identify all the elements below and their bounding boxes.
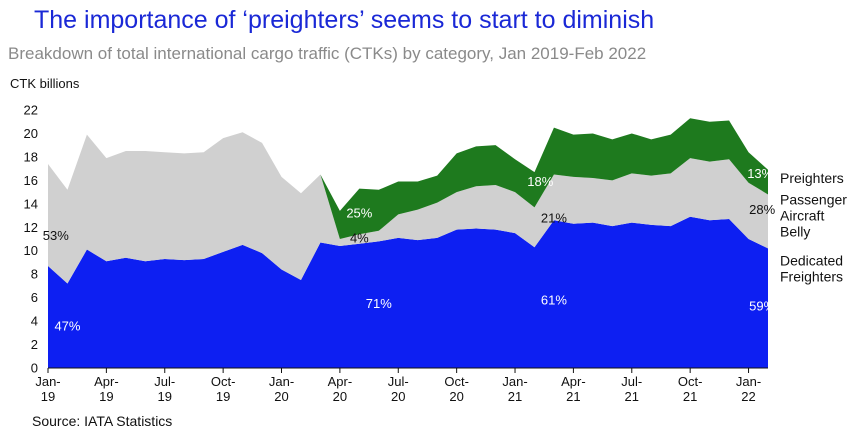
pct-label-preighters: 13% xyxy=(747,166,773,181)
x-tick-label: Jul-20 xyxy=(388,374,409,404)
x-tick-label: Apr-19 xyxy=(94,374,119,404)
y-tick-label: 18 xyxy=(24,149,38,164)
y-tick-label: 20 xyxy=(24,126,38,141)
area-layer xyxy=(48,118,768,368)
pct-label-passenger-aircraft-belly: 28% xyxy=(749,202,775,217)
x-tick-label: Oct-19 xyxy=(211,374,236,404)
chart-subtitle: Breakdown of total international cargo t… xyxy=(8,44,647,63)
y-tick-label: 4 xyxy=(31,314,38,329)
pct-label-preighters: 18% xyxy=(527,174,553,189)
x-tick-label: Oct-20 xyxy=(444,374,469,404)
x-tick-label: Jan-21 xyxy=(502,374,527,404)
legend-preighters: Preighters xyxy=(780,170,844,186)
area-dedicated-freighters xyxy=(48,216,768,368)
axes-layer: 0 2 4 6 8 10 12 14 16 18 20 22 CTK billions Jan-19 Apr… xyxy=(10,76,768,404)
y-axis-label: CTK billions xyxy=(10,76,80,91)
pct-label-preighters: 25% xyxy=(346,206,372,221)
x-tick-label: Oct-21 xyxy=(678,374,703,404)
pct-label-passenger-aircraft-belly: 21% xyxy=(541,210,567,225)
x-tick-label: Jul-21 xyxy=(621,374,642,404)
legend-dedicated-freighters: Dedicated Freighters xyxy=(780,252,843,284)
chart-title: The importance of ‘preighters’ seems to … xyxy=(34,6,655,34)
y-tick-label: 12 xyxy=(24,220,38,235)
y-tick-label: 10 xyxy=(24,243,38,258)
x-tick-label: Jan-19 xyxy=(35,374,60,404)
pct-label-passenger-aircraft-belly: 53% xyxy=(43,228,69,243)
pct-label-dedicated-freighters: 47% xyxy=(54,318,80,333)
x-tick-label: Jan-20 xyxy=(269,374,294,404)
annotation-layer: 53% 47% 25% 4% 71% 18% 21% 61% 13% 28% 59% xyxy=(43,166,776,333)
pct-label-dedicated-freighters: 71% xyxy=(366,296,392,311)
pct-label-passenger-aircraft-belly: 4% xyxy=(350,230,369,245)
area-preighters xyxy=(48,118,768,239)
y-tick-label: 2 xyxy=(31,337,38,352)
y-tick-label: 6 xyxy=(31,290,38,305)
x-tick-label: Apr-20 xyxy=(328,374,353,404)
y-tick-label: 0 xyxy=(31,361,38,376)
source-note: Source: IATA Statistics xyxy=(32,413,173,429)
legend-passenger-aircraft-belly: Passenger Aircraft Belly xyxy=(780,192,847,240)
y-tick-label: 8 xyxy=(31,267,38,282)
x-tick-label: Apr-21 xyxy=(561,374,586,404)
pct-label-dedicated-freighters: 59% xyxy=(749,298,775,313)
legend-layer: Dedicated Freighters Passenger Aircraft Bell… xyxy=(780,170,847,284)
x-tick-label: Jan-22 xyxy=(736,374,761,404)
area-passenger-aircraft-belly xyxy=(48,132,768,284)
y-tick-label: 16 xyxy=(24,173,38,188)
y-tick-label: 22 xyxy=(24,103,38,118)
y-tick-label: 14 xyxy=(24,196,38,211)
pct-label-dedicated-freighters: 61% xyxy=(541,292,567,307)
x-tick-label: Jul-19 xyxy=(154,374,175,404)
